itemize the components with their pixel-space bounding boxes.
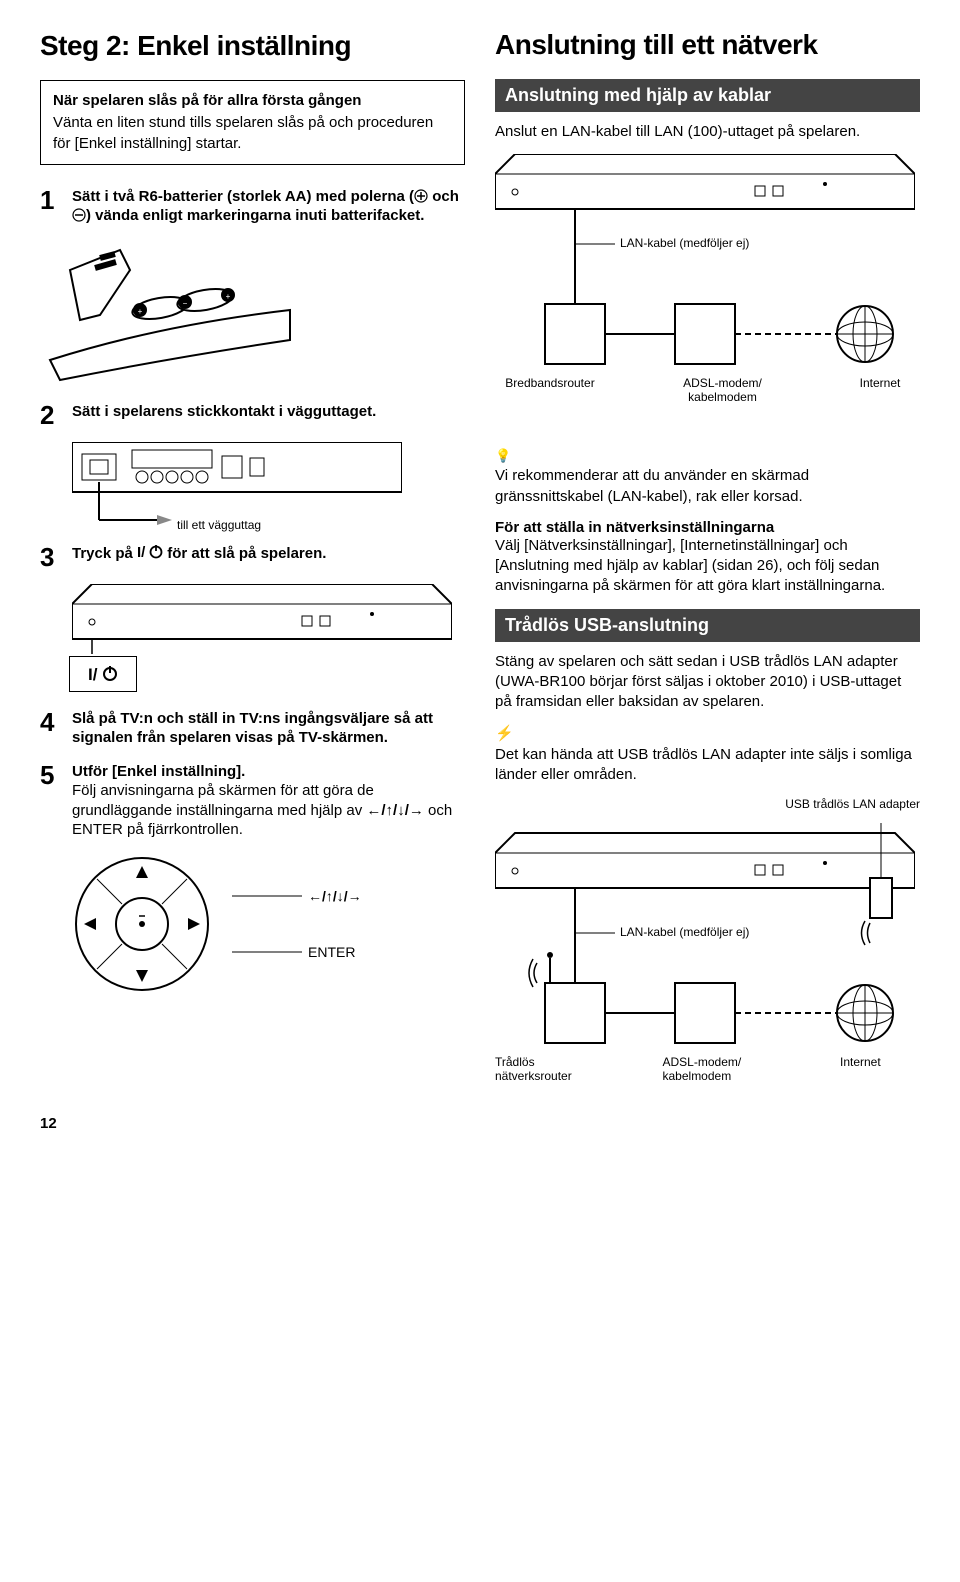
device-wireless-router: Trådlös nätverksrouter bbox=[495, 1055, 605, 1083]
lan-cable-label-2: LAN-kabel (medföljer ej) bbox=[620, 925, 750, 939]
plus-icon bbox=[414, 189, 428, 203]
warning-text: ⚡ Det kan hända att USB trådlös LAN adap… bbox=[495, 724, 920, 785]
player-front-illustration: I/ bbox=[72, 584, 465, 697]
step-3: 3 Tryck på I/ för att slå på spelaren. bbox=[40, 544, 465, 570]
wireless-header: Trådlös USB-anslutning bbox=[495, 609, 920, 642]
minus-icon bbox=[72, 208, 86, 222]
wireless-intro: Stäng av spelaren och sätt sedan i USB t… bbox=[495, 652, 920, 713]
network-heading: Anslutning till ett nätverk bbox=[495, 30, 920, 61]
step-5: 5 Utför [Enkel inställning]. Följ anvisn… bbox=[40, 762, 465, 840]
step-2: 2 Sätt i spelarens stickkontakt i väggut… bbox=[40, 402, 465, 428]
outlet-caption: till ett vägguttag bbox=[177, 518, 465, 532]
wireless-diagram: LAN-kabel (medföljer ej) Trådlös nätverk… bbox=[495, 823, 920, 1083]
svg-text:+: + bbox=[226, 292, 231, 301]
usb-adapter-label: USB trådlös LAN adapter bbox=[495, 797, 920, 811]
device-internet: Internet bbox=[840, 376, 920, 404]
svg-text:−: − bbox=[183, 299, 188, 308]
info-box: När spelaren slås på för allra första gå… bbox=[40, 80, 465, 165]
device-modem: ADSL-modem/ kabelmodem bbox=[663, 376, 783, 404]
wired-diagram: LAN-kabel (medföljer ej) Bredbandsrouter… bbox=[495, 154, 920, 404]
remote-illustration: ←/↑/↓/→ ENTER bbox=[72, 854, 465, 994]
device-modem-2: ADSL-modem/ kabelmodem bbox=[663, 1055, 783, 1083]
power-button-callout: I/ bbox=[69, 656, 137, 692]
power-icon: I/ bbox=[137, 544, 163, 560]
svg-text:I/: I/ bbox=[88, 665, 98, 683]
arrows-label: ←/↑/↓/→ bbox=[308, 888, 362, 904]
battery-illustration: + − + bbox=[40, 240, 465, 390]
wired-header: Anslutning med hjälp av kablar bbox=[495, 79, 920, 112]
tip-text: 💡 Vi rekommenderar att du använder en sk… bbox=[495, 446, 920, 507]
lan-cable-label: LAN-kabel (medföljer ej) bbox=[620, 236, 750, 250]
svg-text:+: + bbox=[138, 307, 143, 316]
rear-panel-illustration: till ett vägguttag bbox=[72, 442, 465, 532]
step-4: 4 Slå på TV:n och ställ in TV:ns ingångs… bbox=[40, 709, 465, 748]
power-icon: I/ bbox=[88, 665, 118, 683]
step-1: 1 Sätt i två R6-batterier (storlek AA) m… bbox=[40, 187, 465, 226]
svg-text:I/: I/ bbox=[137, 544, 146, 560]
wired-intro: Anslut en LAN-kabel till LAN (100)-uttag… bbox=[495, 122, 920, 142]
enter-label: ENTER bbox=[308, 944, 355, 960]
network-settings-subhead: För att ställa in nätverksinställningarn… bbox=[495, 519, 920, 536]
step-heading: Steg 2: Enkel inställning bbox=[40, 30, 465, 62]
box-text: Vänta en liten stund tills spelaren slås… bbox=[53, 113, 452, 154]
device-internet-2: Internet bbox=[840, 1055, 920, 1083]
page-number: 12 bbox=[40, 1115, 920, 1132]
box-title: När spelaren slås på för allra första gå… bbox=[53, 91, 452, 111]
device-router: Bredbandsrouter bbox=[495, 376, 605, 404]
network-settings-text: Välj [Nätverksinställningar], [Interneti… bbox=[495, 536, 920, 597]
